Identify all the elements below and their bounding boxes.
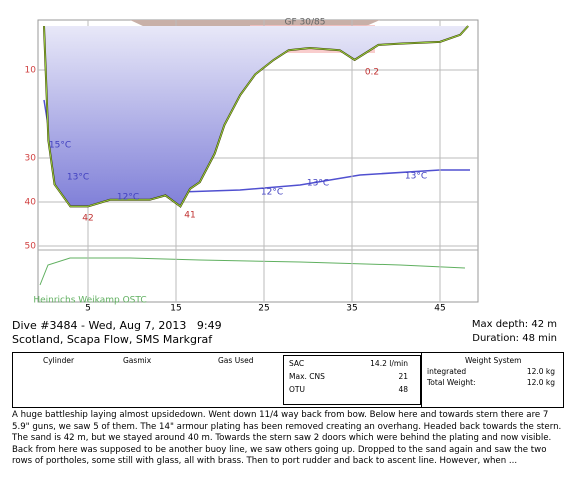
duration: Duration: 48 min: [472, 333, 557, 344]
profile-fill: [44, 26, 469, 207]
profile-highlight: [43, 25, 469, 208]
weight-value: 12.0 kg: [526, 378, 555, 387]
stat-label: OTU: [289, 385, 305, 394]
y-tick-label: 10: [25, 66, 37, 76]
annotation: 13°C: [67, 173, 89, 183]
annotation: 12°C: [117, 193, 139, 203]
stat-value: 48: [398, 385, 408, 394]
annotation: Heinrichs Weikamp OSTC: [33, 296, 146, 306]
profile-chart: 5 15 25 35 45 10 30 40 50 GF 30/85 15°C 13°C 12°C 12°…: [25, 18, 479, 313]
stat-value: 21: [398, 372, 408, 381]
x-tick-label: 15: [170, 304, 181, 313]
column-header: Gasmix: [123, 356, 152, 365]
notes: A huge battleship laying almost upsidedo…: [12, 410, 562, 466]
x-tick-label: 45: [434, 304, 445, 313]
weight-title: Weight System: [465, 356, 522, 365]
stats-box: [283, 355, 421, 405]
y-tick-label: 40: [25, 198, 37, 208]
annotation: 13°C: [405, 172, 427, 182]
annotation: 13°C: [307, 179, 329, 189]
x-tick-label: 5: [85, 304, 91, 313]
weight-label: Total Weight:: [427, 378, 476, 387]
divider: [421, 353, 422, 407]
info-table: Cylinder Gasmix Gas Used SAC 14.2 l/min Max. …: [12, 352, 564, 408]
annotation: 42: [82, 214, 93, 224]
annotation: GF 30/85: [285, 18, 326, 28]
max-depth: Max depth: 42 m: [471, 319, 557, 330]
stat-label: SAC: [289, 359, 305, 368]
annotation: 41: [184, 211, 195, 221]
x-tick-label: 25: [258, 304, 269, 313]
dive-location: Scotland, Scapa Flow, SMS Markgraf: [12, 333, 213, 346]
annotation: 15°C: [49, 141, 71, 151]
annotation: 0.2: [365, 68, 379, 78]
chart-layer: 5 15 25 35 45 10 30 40 50 GF 30/85 15°C 13°C 12°C 12°…: [25, 18, 478, 313]
weight-value: 12.0 kg: [526, 367, 555, 376]
x-tick-label: 35: [346, 304, 357, 313]
column-header: Gas Used: [218, 356, 254, 365]
dive-title: Dive #3484 - Wed, Aug 7, 2013 9:49: [12, 319, 222, 332]
y-tick-label: 30: [25, 154, 37, 164]
stat-value: 14.2 l/min: [370, 359, 408, 368]
y-tick-label: 50: [25, 242, 37, 252]
annotation: 12°C: [261, 188, 283, 198]
pressure-line: [39, 257, 466, 286]
weight-label: integrated: [427, 367, 467, 376]
stat-label: Max. CNS: [289, 372, 325, 381]
column-header: Cylinder: [43, 356, 75, 365]
